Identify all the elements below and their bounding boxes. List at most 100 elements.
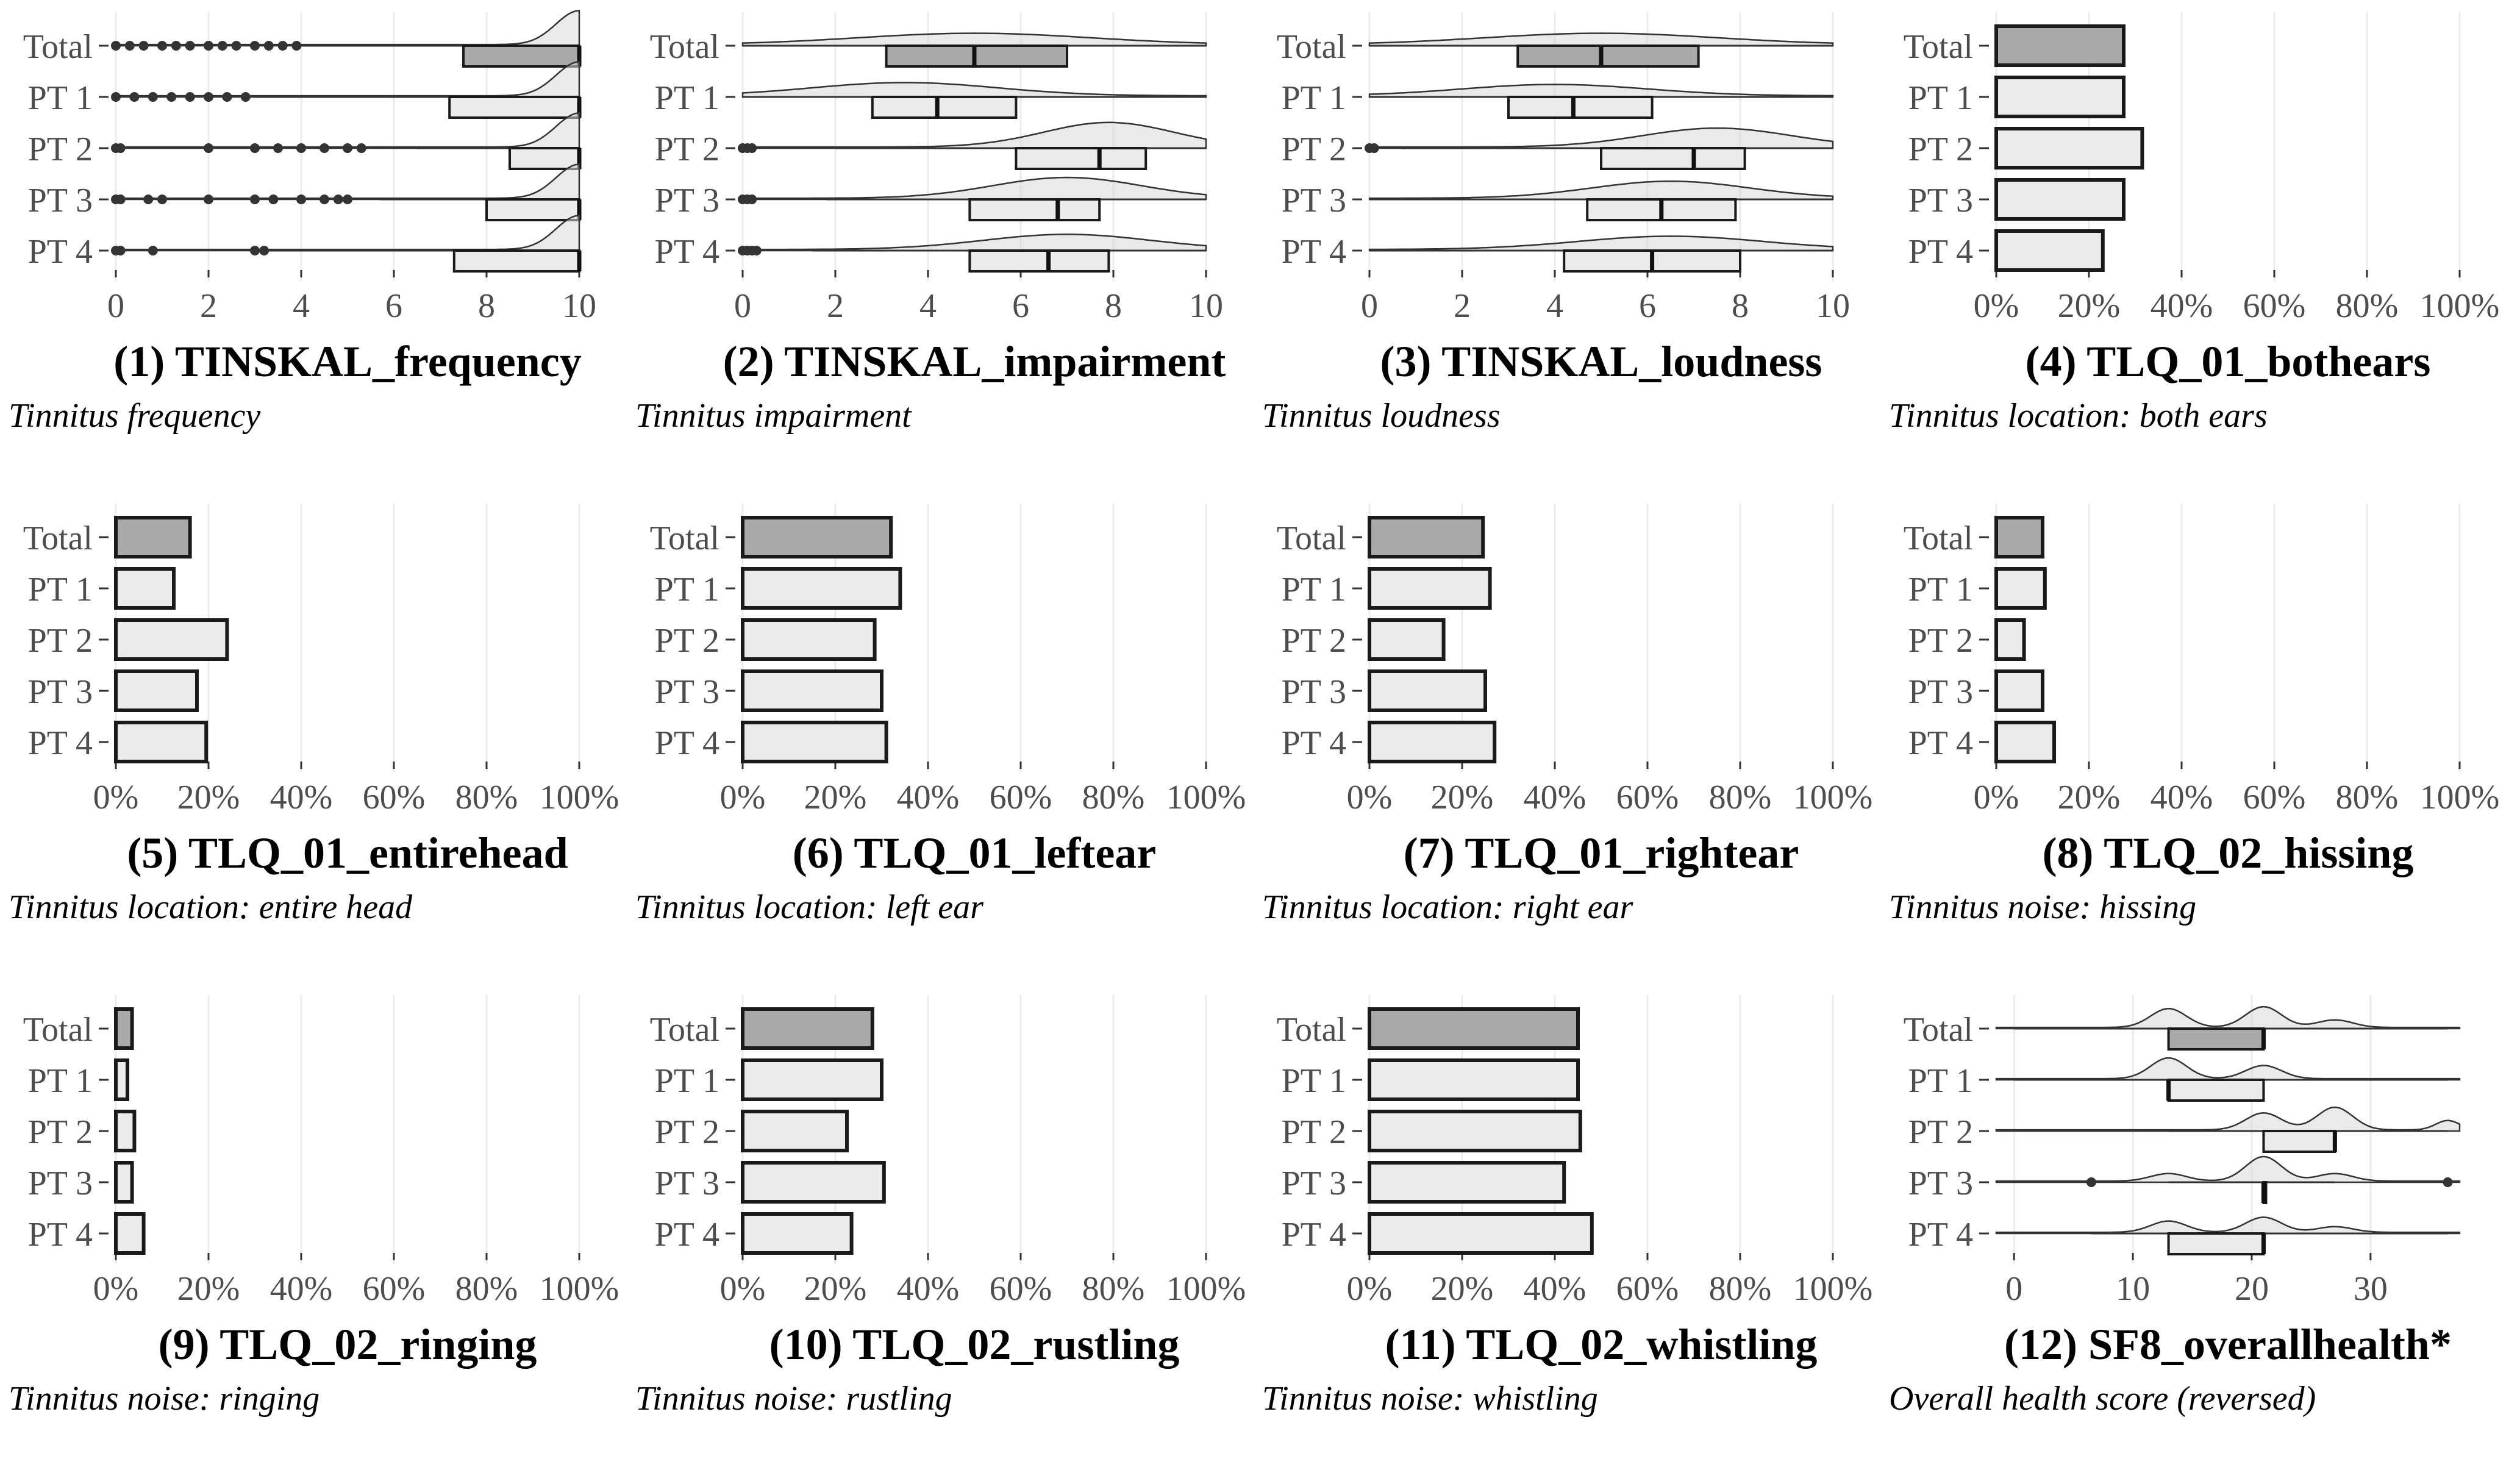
y-tick-label: PT 2: [28, 622, 93, 660]
x-tick-label: 0: [1361, 287, 1378, 325]
y-tick-label: PT 4: [655, 1216, 719, 1254]
outlier-point: [751, 246, 762, 255]
bar: [741, 1110, 849, 1152]
bar: [741, 721, 888, 763]
bar: [114, 1110, 137, 1152]
x-tick-label: 4: [293, 287, 310, 325]
x-tick-label: 0: [107, 287, 124, 325]
outlier-point: [343, 194, 352, 204]
x-tick-label: 40%: [897, 1270, 960, 1308]
x-tick-label: 20%: [177, 779, 240, 816]
x-tick-label: 80%: [2336, 287, 2399, 325]
bar: [741, 1161, 886, 1204]
bar: [1368, 721, 1497, 763]
bar: [1994, 516, 2044, 558]
bar: [114, 1212, 146, 1255]
y-tick-label: PT 3: [1908, 673, 1973, 711]
y-tick-label: PT 1: [1282, 1062, 1346, 1100]
box: [2167, 1027, 2265, 1051]
y-tick-label: PT 4: [28, 724, 93, 762]
outlier-point: [2443, 1177, 2453, 1187]
outlier-point: [2086, 1177, 2096, 1187]
x-tick-label: 100%: [2420, 287, 2500, 325]
x-tick-label: 100%: [540, 1270, 619, 1308]
x-tick-label: 2: [1454, 287, 1471, 325]
bar: [114, 1007, 134, 1050]
outlier-point: [115, 246, 126, 255]
density-curve: [1368, 32, 1834, 47]
outlier-point: [319, 194, 329, 204]
box: [2167, 1079, 2265, 1102]
outlier-point: [273, 143, 283, 153]
x-tick-label: 80%: [1709, 779, 1772, 816]
x-tick-label: 60%: [363, 1270, 426, 1308]
x-tick-label: 20%: [177, 1270, 240, 1308]
bar: [1994, 721, 2056, 763]
bar: [741, 1058, 883, 1101]
y-tick-label: Total: [23, 1011, 93, 1049]
x-tick-label: 10: [562, 287, 596, 325]
bar: [1994, 229, 2105, 272]
x-tick-label: 10: [1816, 287, 1850, 325]
bar: [741, 567, 902, 610]
y-tick-label: Total: [1904, 519, 1973, 557]
outlier-point: [240, 92, 251, 102]
outlier-point: [747, 194, 757, 204]
outlier-point: [115, 143, 126, 153]
bar: [114, 516, 192, 558]
density-curve: [741, 82, 1207, 98]
x-tick-label: 0%: [1974, 779, 2019, 816]
x-tick-label: 40%: [270, 1270, 333, 1308]
y-tick-label: PT 4: [28, 233, 93, 271]
outlier-point: [747, 143, 757, 153]
y-tick-label: PT 1: [1908, 1062, 1973, 1100]
outlier-point: [171, 41, 181, 51]
x-tick-label: 80%: [1082, 1270, 1145, 1308]
x-tick-label: 0: [2005, 1270, 2022, 1308]
outlier-point: [259, 246, 269, 255]
y-tick-label: PT 1: [1282, 79, 1346, 117]
x-tick-label: 20%: [804, 779, 867, 816]
bar: [1368, 669, 1487, 712]
outlier-point: [263, 41, 274, 51]
x-tick-label: 80%: [1709, 1270, 1772, 1308]
x-tick-label: 20%: [2058, 287, 2121, 325]
y-tick-label: PT 3: [655, 1165, 719, 1202]
y-tick-label: PT 3: [1282, 1165, 1346, 1202]
x-tick-label: 100%: [1793, 1270, 1873, 1308]
x-tick-label: 40%: [270, 779, 333, 816]
y-tick-label: PT 2: [1908, 130, 1973, 168]
x-tick-label: 4: [919, 287, 937, 325]
outlier-point: [148, 92, 158, 102]
panel-subtitle: Tinnitus noise: ringing: [9, 1380, 319, 1418]
x-tick-label: 80%: [455, 779, 518, 816]
y-tick-label: PT 3: [1908, 1165, 1973, 1202]
outlier-point: [250, 246, 260, 255]
x-tick-label: 6: [1012, 287, 1029, 325]
panel-title: (7) TLQ_01_rightear: [1404, 829, 1799, 877]
outlier-point: [111, 92, 121, 102]
bar: [1994, 76, 2126, 118]
x-tick-label: 4: [1546, 287, 1563, 325]
x-tick-label: 40%: [2151, 287, 2213, 325]
bar: [1368, 618, 1446, 661]
x-tick-label: 8: [1105, 287, 1122, 325]
y-tick-label: PT 3: [28, 1165, 93, 1202]
x-tick-label: 8: [478, 287, 495, 325]
panel-title: (4) TLQ_01_bothears: [2026, 337, 2431, 386]
x-tick-label: 2: [827, 287, 844, 325]
x-tick-label: 0%: [93, 1270, 139, 1308]
x-tick-label: 100%: [2420, 779, 2500, 816]
outlier-point: [250, 41, 260, 51]
density-curve: [1368, 127, 1834, 149]
y-tick-label: PT 1: [28, 79, 93, 117]
y-tick-label: PT 4: [1282, 1216, 1346, 1254]
y-tick-label: PT 2: [1282, 622, 1346, 660]
y-tick-label: Total: [1277, 519, 1346, 557]
x-tick-label: 20%: [804, 1270, 867, 1308]
x-tick-label: 10: [2116, 1270, 2150, 1308]
